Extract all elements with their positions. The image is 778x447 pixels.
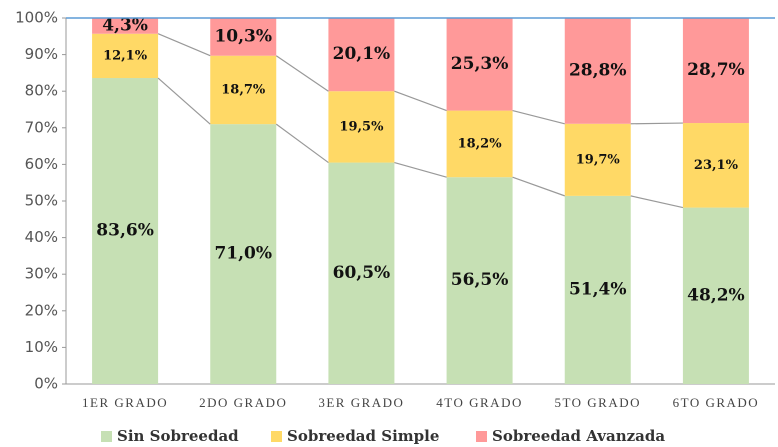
y-tick-label: 20% [25, 301, 58, 319]
bar-segment [210, 18, 277, 56]
legend-swatch [101, 431, 112, 442]
bar-segment [446, 18, 513, 111]
bar-segment [564, 123, 631, 196]
value-label: 48,2% [687, 285, 745, 305]
series-line [630, 195, 684, 209]
value-label: 18,7% [221, 82, 266, 97]
value-label: 19,5% [339, 119, 384, 134]
value-label: 19,7% [576, 152, 621, 167]
y-tick-label: 50% [25, 192, 58, 210]
legend-label: Sobreedad Simple [287, 427, 439, 445]
y-tick-label: 80% [25, 82, 58, 100]
legend-swatch [271, 431, 282, 442]
value-label: 10,3% [214, 26, 272, 46]
value-label: 51,4% [569, 279, 627, 299]
y-tick-label: 40% [25, 228, 58, 246]
bar-segment [446, 110, 513, 178]
value-label: 25,3% [451, 54, 509, 74]
bar-segment [92, 33, 159, 79]
legend-label: Sin Sobreedad [117, 427, 239, 445]
series-line [275, 55, 329, 92]
x-tick-label: 4TO GRADO [436, 395, 523, 410]
value-label: 20,1% [333, 44, 391, 64]
bar-segment [328, 91, 395, 163]
bar-segment [92, 18, 159, 34]
value-label: 4,3% [102, 15, 148, 35]
bar-segment [564, 18, 631, 124]
y-tick-label: 60% [25, 155, 58, 173]
bar-segment [682, 18, 749, 124]
x-tick-label: 6TO GRADO [673, 395, 760, 410]
bar-segment [682, 207, 749, 384]
y-tick-label: 100% [15, 9, 58, 27]
value-label: 60,5% [333, 263, 391, 283]
value-label: 12,1% [103, 48, 148, 63]
series-line [512, 176, 565, 197]
series-line [394, 161, 447, 178]
series-line [512, 110, 565, 125]
series-line [157, 33, 211, 57]
legend-label: Sobreedad Avanzada [492, 427, 665, 445]
bar-segment [682, 123, 749, 208]
series-line [157, 77, 211, 125]
series-line [275, 123, 329, 164]
value-label: 28,7% [687, 60, 745, 80]
bar-segment [328, 162, 395, 384]
bar-segment [92, 78, 159, 385]
series-line [394, 90, 447, 112]
value-label: 83,6% [96, 221, 154, 241]
y-tick-label: 10% [25, 338, 58, 356]
series-line [630, 122, 683, 125]
y-tick-label: 0% [34, 375, 58, 393]
x-tick-label: 3ER GRADO [318, 395, 404, 410]
value-label: 56,5% [451, 270, 509, 290]
x-tick-label: 1ER GRADO [82, 395, 168, 410]
bar-segment [210, 55, 277, 125]
value-label: 18,2% [458, 136, 503, 151]
bar-segment [564, 195, 631, 384]
y-tick-label: 30% [25, 265, 58, 283]
x-tick-label: 5TO GRADO [554, 395, 641, 410]
legend-swatch [476, 431, 487, 442]
y-tick-label: 90% [25, 45, 58, 63]
bar-segment [446, 177, 513, 384]
value-label: 23,1% [694, 158, 739, 173]
y-tick-label: 70% [25, 118, 58, 136]
value-label: 28,8% [569, 61, 627, 81]
bar-segment [210, 124, 277, 384]
x-tick-label: 2DO GRADO [199, 395, 287, 410]
bar-segment [328, 17, 395, 92]
value-label: 71,0% [214, 244, 272, 264]
